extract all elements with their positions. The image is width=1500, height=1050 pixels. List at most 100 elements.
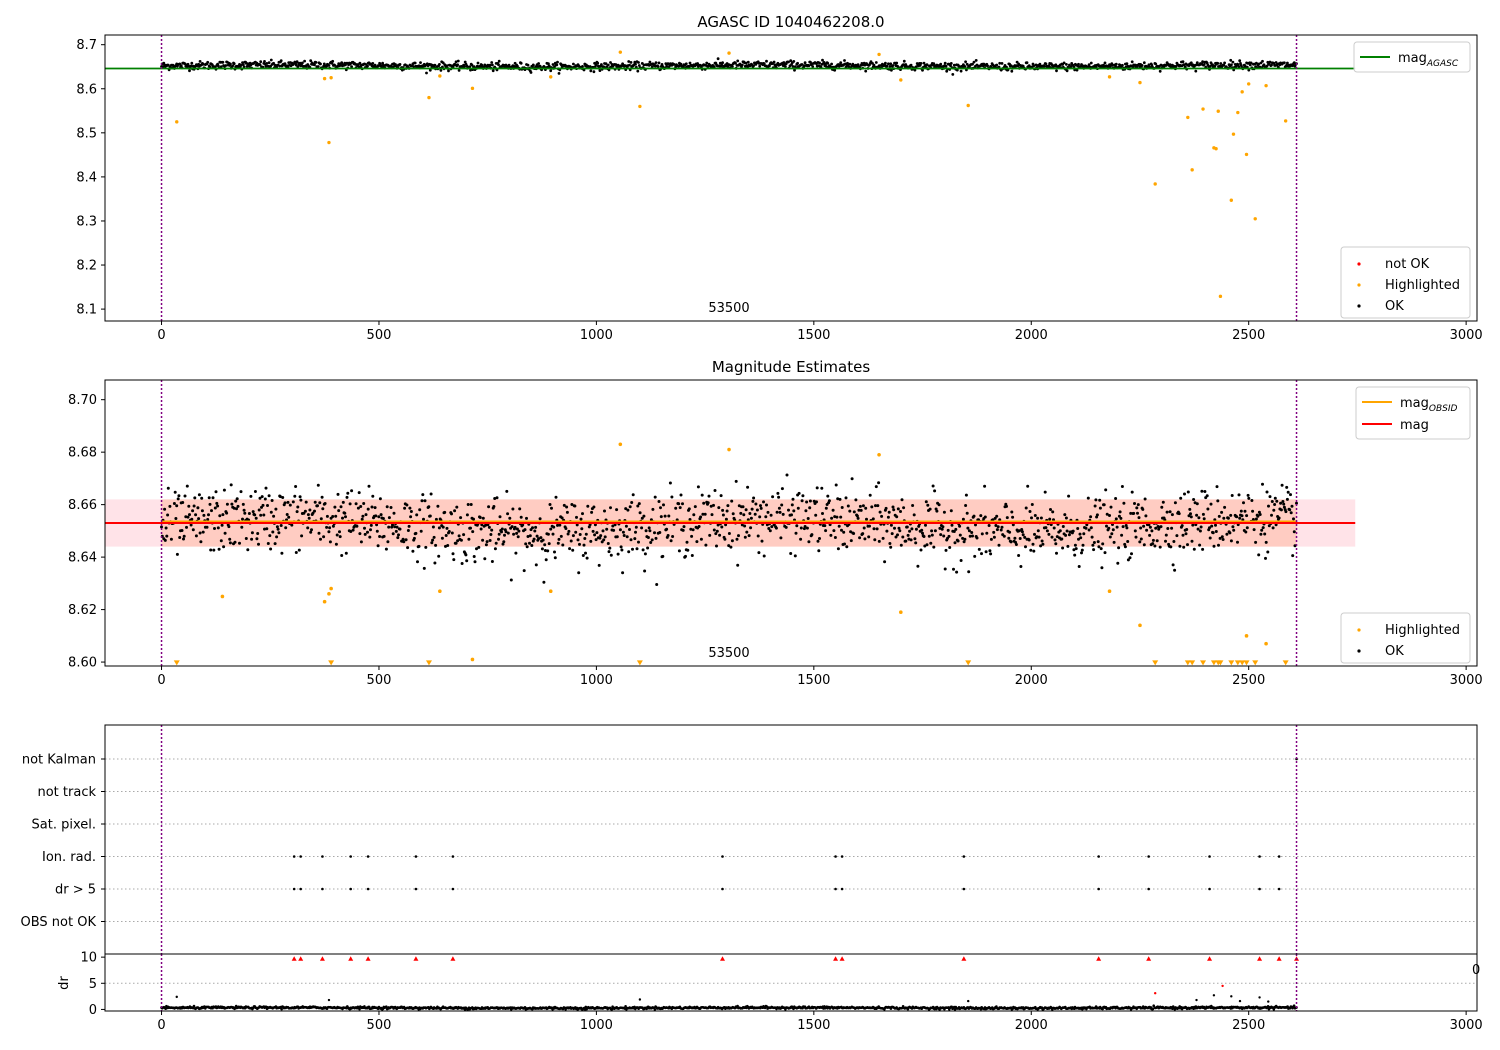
data-point: [642, 63, 646, 67]
data-point: [364, 513, 368, 517]
data-point: [715, 529, 719, 533]
data-point: [370, 505, 374, 509]
data-point: [708, 533, 712, 537]
data-point: [897, 526, 901, 530]
data-point: [1123, 542, 1127, 546]
data-point: [190, 61, 194, 65]
data-point: [228, 541, 232, 545]
data-point: [823, 524, 827, 528]
data-point: [528, 534, 532, 538]
data-point: [1170, 526, 1174, 530]
data-point: [1114, 497, 1118, 500]
data-point: [690, 554, 694, 557]
data-point: [642, 514, 646, 518]
data-point: [1292, 1004, 1296, 1007]
data-point: [616, 552, 620, 556]
data-point: [1225, 532, 1229, 536]
data-point: [1076, 527, 1080, 530]
data-point: [381, 517, 385, 520]
data-point: [776, 491, 780, 495]
data-point: [927, 534, 931, 538]
data-point: [358, 532, 362, 536]
data-point: [182, 537, 185, 541]
data-point: [279, 524, 283, 527]
data-point: [485, 540, 489, 544]
data-point: [1272, 1008, 1276, 1011]
data-point: [946, 528, 950, 532]
category-label: dr > 5: [55, 883, 96, 898]
data-point: [1229, 539, 1233, 543]
data-point: [1229, 513, 1233, 517]
data-point: [615, 535, 619, 539]
data-point: [868, 524, 871, 528]
data-point: [898, 529, 902, 533]
data-point: [657, 500, 661, 503]
data-point: [756, 534, 760, 538]
data-point: [1142, 61, 1146, 65]
dr-point: [1153, 992, 1157, 995]
data-point: [491, 63, 494, 67]
data-point: [268, 534, 272, 538]
data-point: [658, 531, 662, 534]
flag-point: [834, 855, 837, 858]
data-point: [890, 532, 894, 536]
flag-point: [321, 855, 324, 858]
data-point: [340, 554, 344, 557]
data-point: [1118, 510, 1122, 514]
data-point: [1130, 552, 1133, 556]
data-point: [1017, 529, 1021, 533]
highlight-point: [1229, 198, 1234, 202]
data-point: [172, 502, 176, 505]
highlight-point: [618, 442, 623, 447]
data-point: [952, 530, 956, 533]
data-point: [699, 537, 703, 541]
data-point: [1080, 548, 1084, 552]
data-point: [419, 529, 423, 533]
data-point: [600, 63, 603, 66]
data-point: [921, 531, 924, 535]
data-point: [1208, 526, 1211, 530]
data-point: [875, 527, 879, 531]
data-point: [994, 524, 998, 527]
data-point: [443, 510, 447, 514]
data-point: [669, 539, 673, 543]
data-point: [924, 523, 927, 527]
data-point: [807, 64, 811, 68]
data-point: [861, 532, 865, 536]
data-point: [1217, 543, 1220, 547]
highlight-point: [1283, 119, 1288, 123]
axes-frame: [104, 34, 1478, 322]
data-point: [628, 528, 631, 531]
y-tick-label: 8.3: [76, 214, 97, 229]
data-point: [481, 538, 485, 542]
data-point: [706, 501, 710, 505]
data-point: [348, 502, 352, 506]
data-point: [318, 501, 322, 505]
y-tick-label: 8.68: [68, 446, 97, 461]
flag-point: [1277, 887, 1281, 891]
data-point: [212, 548, 216, 552]
data-point: [479, 527, 483, 531]
dr-point: [1267, 1000, 1270, 1003]
clipped-marker: [1152, 660, 1159, 666]
data-point: [213, 527, 216, 530]
data-point: [193, 496, 197, 500]
highlight-point: [1138, 80, 1142, 85]
data-point: [164, 526, 168, 530]
legend-box: [1340, 612, 1471, 664]
data-point: [589, 539, 593, 543]
data-point: [1055, 535, 1059, 539]
data-point: [637, 502, 641, 506]
data-point: [546, 549, 550, 553]
data-point: [403, 506, 407, 510]
data-point: [910, 527, 914, 531]
dr-overflow-marker: [833, 956, 839, 961]
data-point: [889, 545, 893, 549]
highlight-point: [329, 76, 333, 80]
data-point: [1123, 545, 1127, 549]
data-point: [493, 497, 497, 500]
data-point: [504, 530, 508, 534]
data-point: [1052, 526, 1056, 530]
data-point: [360, 517, 364, 521]
data-point: [1252, 528, 1256, 532]
